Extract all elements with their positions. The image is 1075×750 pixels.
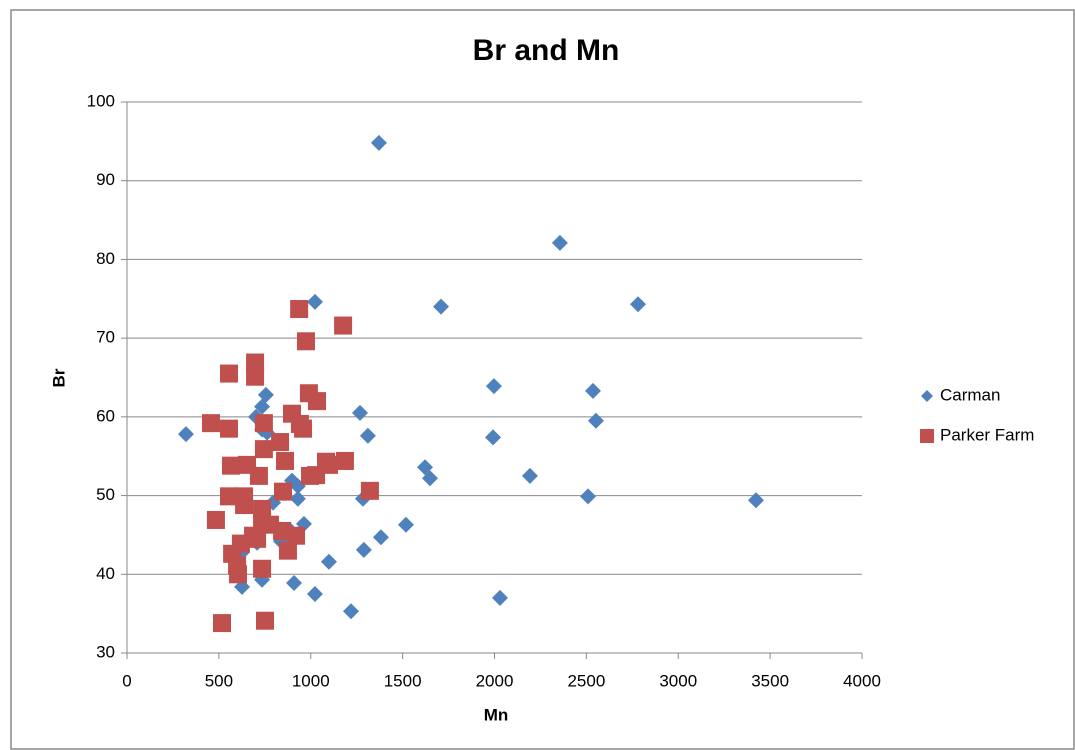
data-point (521, 467, 538, 484)
data-point (286, 574, 303, 591)
data-point (249, 466, 268, 485)
data-point (219, 487, 238, 506)
data-point (212, 614, 231, 633)
data-point (580, 488, 597, 505)
data-point (219, 419, 238, 438)
x-tick-label: 3000 (659, 671, 697, 690)
data-point (254, 414, 273, 433)
data-point (273, 521, 292, 540)
data-point (219, 364, 238, 383)
data-point (228, 565, 247, 584)
data-point (307, 392, 326, 411)
data-point (587, 412, 604, 429)
data-point (235, 496, 254, 515)
data-point (222, 456, 241, 475)
data-point (248, 529, 267, 548)
data-point (278, 541, 297, 560)
data-point (351, 404, 368, 421)
y-tick-label: 40 (96, 564, 115, 583)
data-point (355, 541, 372, 558)
x-tick-label: 500 (205, 671, 233, 690)
data-point (320, 553, 337, 570)
data-point (289, 490, 306, 507)
chart-title: Br and Mn (473, 34, 620, 67)
legend-label: Parker Farm (940, 425, 1034, 444)
data-point (206, 510, 225, 529)
data-point (492, 589, 509, 606)
y-tick-label: 50 (96, 485, 115, 504)
y-tick-label: 60 (96, 406, 115, 425)
data-point (254, 398, 271, 415)
y-tick-label: 80 (96, 249, 115, 268)
data-point (397, 516, 414, 533)
x-tick-label: 3500 (751, 671, 789, 690)
data-point (372, 529, 389, 546)
x-tick-label: 2500 (567, 671, 605, 690)
data-point (294, 419, 313, 438)
data-point (246, 353, 265, 372)
data-point (360, 481, 379, 500)
data-point (307, 466, 326, 485)
data-point (334, 316, 353, 335)
y-tick-label: 100 (87, 91, 115, 110)
data-point (177, 426, 194, 443)
data-point (254, 440, 273, 459)
data-point (370, 134, 387, 151)
data-point (201, 414, 220, 433)
y-tick-label: 90 (96, 170, 115, 189)
data-point (246, 367, 265, 386)
data-point (359, 427, 376, 444)
data-point (551, 234, 568, 251)
x-axis-label: Mn (484, 705, 509, 724)
y-tick-label: 70 (96, 328, 115, 347)
data-point (253, 559, 272, 578)
data-point (342, 603, 359, 620)
data-point (485, 429, 502, 446)
x-tick-label: 1000 (292, 671, 330, 690)
data-point (306, 585, 323, 602)
x-tick-label: 2000 (476, 671, 514, 690)
chart-frame (10, 9, 1075, 750)
legend-marker (920, 429, 934, 443)
x-tick-label: 4000 (843, 671, 881, 690)
x-tick-label: 0 (122, 671, 131, 690)
data-point (271, 433, 290, 452)
data-point (290, 300, 309, 319)
y-axis-label: Br (49, 368, 68, 387)
legend-label: Carman (940, 385, 1000, 404)
data-point (747, 492, 764, 509)
data-point (276, 451, 295, 470)
data-point (584, 382, 601, 399)
y-tick-label: 30 (96, 642, 115, 661)
data-point (335, 451, 354, 470)
data-point (296, 332, 315, 351)
data-point (422, 470, 439, 487)
data-point (485, 378, 502, 395)
legend-marker (921, 390, 933, 402)
data-point (287, 526, 306, 545)
x-tick-label: 1500 (384, 671, 422, 690)
data-point (274, 482, 293, 501)
data-point (433, 298, 450, 315)
data-point (255, 611, 274, 630)
data-point (630, 296, 647, 313)
data-point (306, 293, 323, 310)
